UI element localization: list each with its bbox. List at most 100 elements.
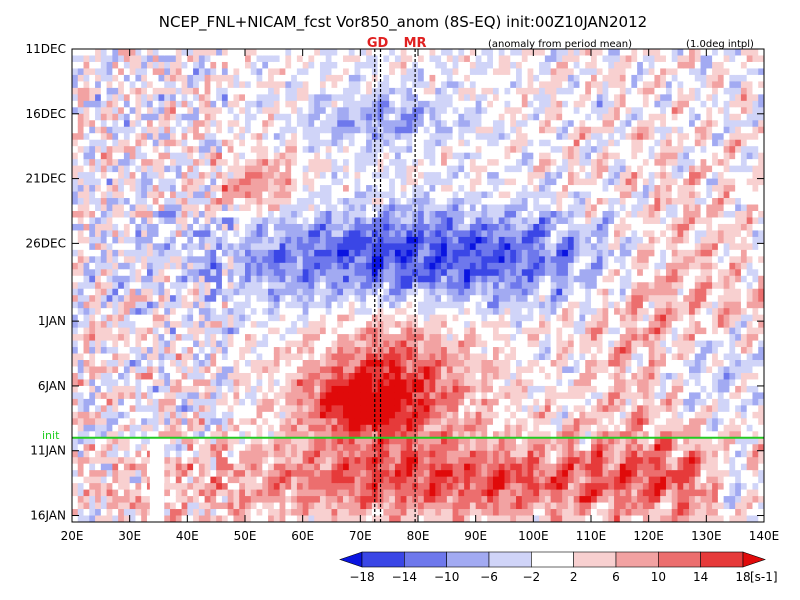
field-cell — [412, 120, 419, 128]
field-cell — [285, 185, 292, 192]
field-cell — [435, 49, 442, 56]
field-cell — [441, 165, 448, 173]
field-cell — [221, 282, 229, 290]
field-cell — [164, 321, 171, 329]
field-cell — [129, 191, 136, 199]
field-cell — [221, 347, 229, 354]
field-cell — [123, 81, 131, 89]
field-cell — [423, 107, 430, 115]
field-cell — [383, 489, 390, 497]
field-cell — [406, 249, 413, 257]
field-cell — [354, 159, 361, 167]
field-cell — [394, 185, 402, 192]
field-cell — [204, 457, 211, 465]
field-cell — [181, 94, 188, 102]
field-cell — [343, 450, 350, 458]
field-cell — [314, 366, 321, 374]
field-cell — [285, 295, 292, 303]
field-cell — [83, 424, 90, 432]
field-cell — [164, 275, 171, 283]
field-cell — [204, 49, 211, 56]
field-cell — [158, 198, 165, 205]
field-cell — [118, 217, 125, 225]
field-cell — [227, 301, 234, 309]
field-cell — [452, 81, 459, 89]
field-cell — [239, 120, 246, 128]
field-cell — [441, 100, 448, 108]
field-cell — [256, 230, 263, 238]
field-cell — [210, 223, 217, 231]
field-cell — [429, 489, 436, 497]
field-cell — [446, 444, 453, 452]
field-cell — [389, 418, 396, 426]
field-cell — [383, 515, 390, 522]
field-cell — [187, 470, 194, 478]
field-cell — [221, 496, 229, 503]
field-cell — [337, 113, 344, 121]
field-cell — [204, 133, 211, 141]
field-cell — [325, 204, 332, 212]
field-cell — [435, 172, 442, 179]
field-cell — [216, 379, 223, 387]
field-cell — [452, 496, 459, 503]
field-cell — [129, 327, 136, 335]
field-cell — [262, 217, 269, 225]
field-cell — [233, 470, 240, 478]
field-cell — [400, 100, 407, 108]
field-cell — [354, 223, 361, 231]
field-cell — [181, 68, 188, 76]
field-cell — [210, 185, 217, 192]
field-cell — [227, 223, 234, 231]
field-cell — [446, 185, 453, 192]
field-cell — [343, 314, 350, 322]
field-cell — [193, 437, 200, 445]
field-cell — [141, 418, 148, 426]
field-cell — [95, 502, 102, 510]
field-cell — [354, 191, 361, 199]
field-cell — [227, 308, 234, 316]
field-cell — [198, 275, 206, 283]
field-cell — [129, 457, 136, 465]
field-cell — [118, 49, 125, 56]
field-cell — [146, 61, 154, 69]
field-cell — [331, 133, 338, 141]
field-cell — [308, 379, 315, 387]
field-cell — [458, 275, 465, 283]
field-cell — [441, 133, 448, 141]
field-cell — [331, 457, 338, 465]
field-cell — [141, 489, 148, 497]
field-cell — [348, 476, 355, 484]
field-cell — [239, 113, 246, 121]
field-cell — [95, 418, 102, 426]
field-cell — [383, 61, 390, 69]
field-cell — [262, 398, 269, 406]
field-cell — [452, 411, 459, 419]
field-cell — [458, 81, 465, 89]
field-cell — [308, 411, 315, 419]
field-cell — [435, 295, 442, 303]
field-cell — [319, 236, 327, 244]
field-cell — [141, 515, 148, 522]
field-cell — [458, 61, 465, 69]
field-cell — [135, 139, 142, 147]
field-cell — [452, 301, 459, 309]
field-cell — [123, 288, 131, 296]
field-cell — [123, 515, 131, 522]
field-cell — [273, 379, 280, 387]
field-cell — [152, 185, 159, 192]
field-cell — [245, 444, 252, 452]
field-cell — [210, 463, 217, 471]
field-cell — [118, 509, 125, 516]
field-cell — [366, 159, 373, 167]
field-cell — [164, 418, 171, 426]
field-cell — [175, 308, 182, 316]
field-cell — [141, 49, 148, 56]
field-cell — [458, 405, 465, 413]
field-cell — [383, 334, 390, 341]
field-cell — [418, 55, 425, 63]
field-cell — [187, 463, 194, 471]
field-cell — [302, 405, 309, 413]
field-cell — [250, 126, 257, 134]
field-cell — [291, 81, 298, 89]
